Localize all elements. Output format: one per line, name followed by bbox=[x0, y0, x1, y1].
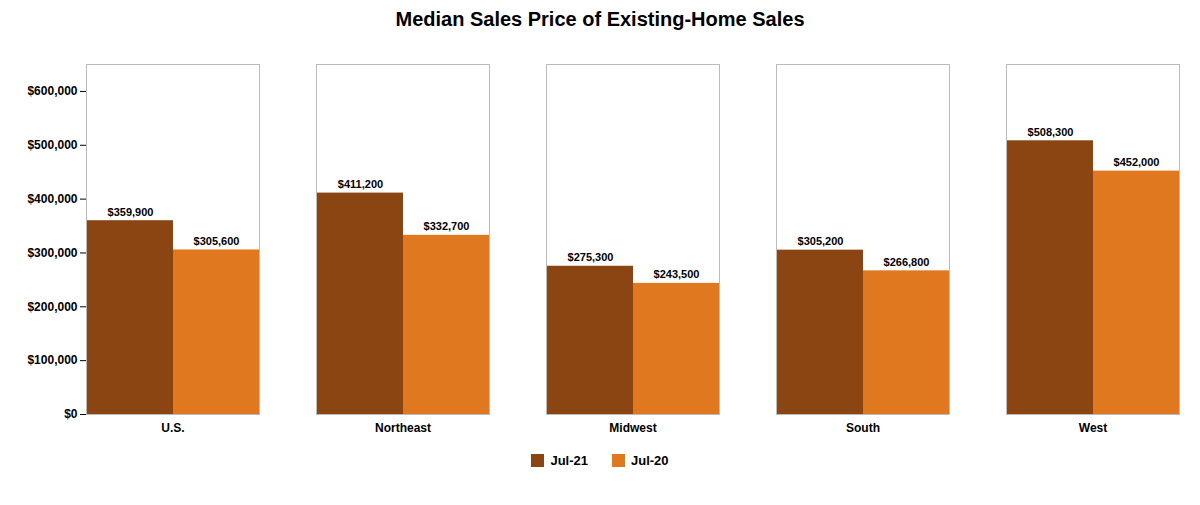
html-text:Jul-21: Jul-21 bbox=[550, 453, 588, 468]
svg-text:$0: $0 bbox=[64, 407, 78, 421]
svg-text:$243,500: $243,500 bbox=[654, 268, 700, 280]
svg-text:$100,000: $100,000 bbox=[27, 353, 77, 367]
svg-text:$411,200: $411,200 bbox=[338, 178, 383, 190]
svg-text:Northeast: Northeast bbox=[375, 421, 431, 435]
svg-text:U.S.: U.S. bbox=[161, 421, 184, 435]
svg-text:West: West bbox=[1079, 421, 1107, 435]
svg-text:$332,700: $332,700 bbox=[424, 220, 470, 232]
svg-text:Midwest: Midwest bbox=[609, 421, 656, 435]
svg-text:$400,000: $400,000 bbox=[27, 192, 77, 206]
svg-text:$200,000: $200,000 bbox=[27, 300, 77, 314]
svg-text:$305,200: $305,200 bbox=[798, 235, 844, 247]
svg-text:$305,600: $305,600 bbox=[194, 235, 240, 247]
svg-text:$300,000: $300,000 bbox=[27, 246, 77, 260]
svg-text:$266,800: $266,800 bbox=[884, 256, 930, 268]
svg-text:South: South bbox=[846, 421, 880, 435]
html-text:Jul-20: Jul-20 bbox=[631, 453, 669, 468]
svg-text:$275,300: $275,300 bbox=[568, 251, 614, 263]
svg-text:$600,000: $600,000 bbox=[27, 84, 77, 98]
html-text:Median Sales Price of Existing: Median Sales Price of Existing-Home Sale… bbox=[395, 8, 805, 30]
svg-text:$452,000: $452,000 bbox=[1114, 156, 1160, 168]
svg-text:$359,900: $359,900 bbox=[108, 206, 154, 218]
svg-text:$500,000: $500,000 bbox=[27, 138, 77, 152]
svg-text:$508,300: $508,300 bbox=[1028, 126, 1074, 138]
